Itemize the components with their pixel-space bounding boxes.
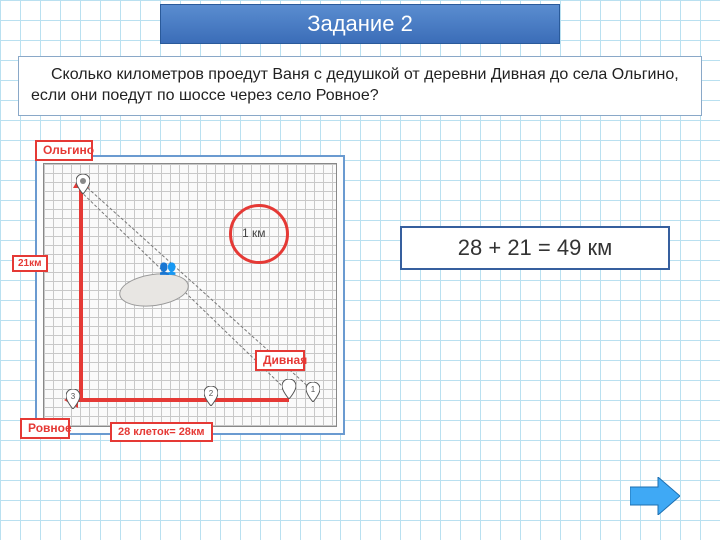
task-title: Задание 2 [160, 4, 560, 44]
label-rovnoe: Ровное [20, 418, 70, 439]
marker-rovnoe: 3 [66, 389, 80, 409]
marker-olgino [76, 174, 90, 194]
map-panel: 👥 1 км 3 2 1 [35, 155, 345, 435]
map-grid: 👥 1 км 3 2 1 [43, 163, 337, 427]
label-distance-28km: 28 клеток= 28км [110, 422, 213, 442]
lake-shape [117, 269, 191, 310]
label-distance-21km: 21км [12, 255, 48, 272]
marker-point-1: 1 [306, 382, 320, 402]
route-horizontal [74, 398, 289, 402]
label-divnaya: Дивная [255, 350, 305, 371]
svg-text:2: 2 [209, 389, 214, 398]
next-arrow-button[interactable] [630, 477, 680, 515]
route-vertical [79, 182, 83, 402]
answer-text: 28 + 21 = 49 км [400, 226, 670, 270]
svg-text:1: 1 [311, 385, 316, 394]
marker-divnaya [282, 379, 296, 399]
marker-point-2: 2 [204, 386, 218, 406]
label-olgino: Ольгино [35, 140, 93, 161]
svg-text:3: 3 [71, 392, 76, 401]
scale-label: 1 км [242, 226, 266, 240]
person-icon: 👥 [159, 259, 176, 276]
question-text: Сколько километров проедут Ваня с дедушк… [18, 56, 702, 116]
